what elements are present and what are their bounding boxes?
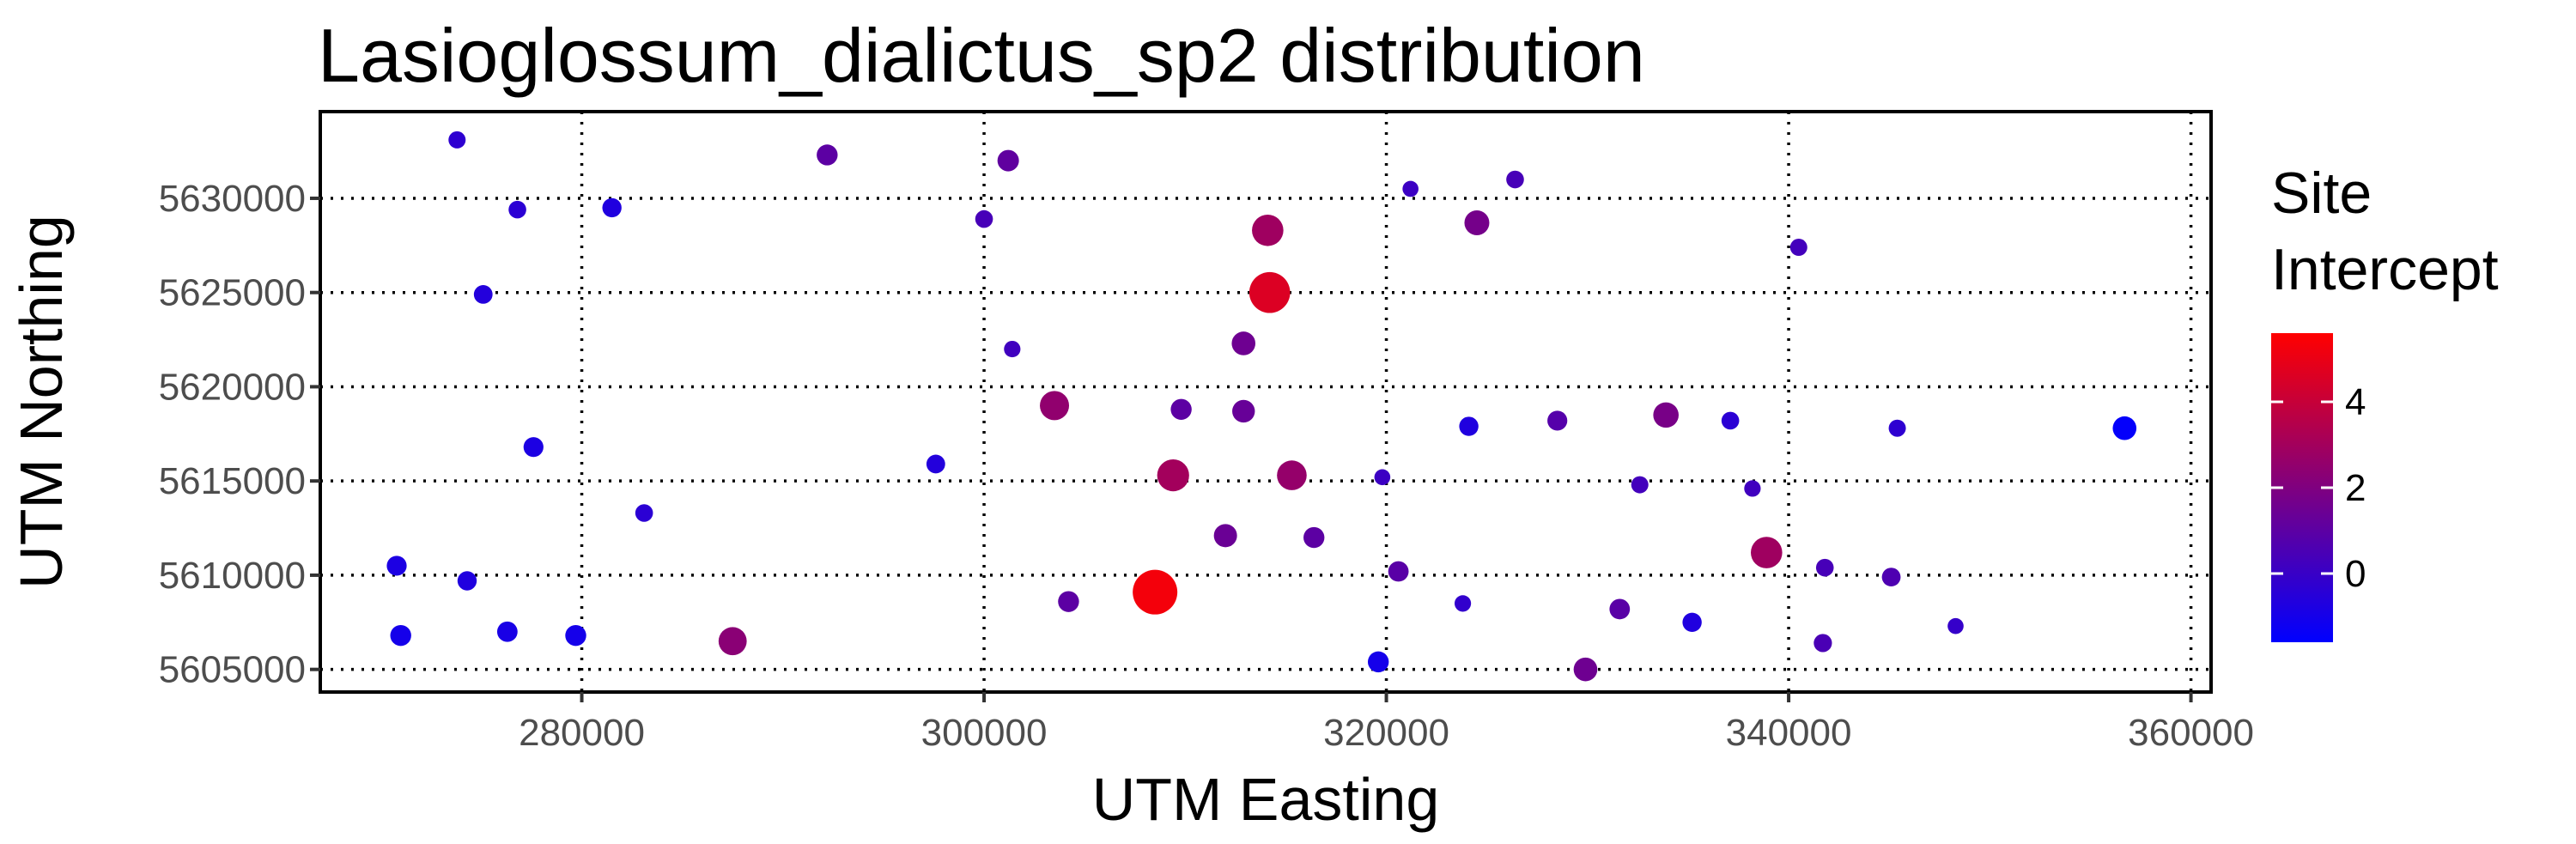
data-point-46 bbox=[565, 624, 586, 647]
data-point-10 bbox=[1789, 239, 1807, 257]
data-point-40 bbox=[1609, 598, 1631, 620]
data-point-44 bbox=[390, 624, 411, 647]
data-point-16 bbox=[1170, 398, 1192, 420]
y-tick-label-4: 5625000 bbox=[159, 272, 306, 314]
data-point-1 bbox=[508, 200, 526, 219]
x-tick-label-2: 320000 bbox=[1323, 712, 1449, 754]
data-point-5 bbox=[975, 209, 993, 228]
legend-tick-label-0: 0 bbox=[2345, 553, 2366, 595]
legend: Site Intercept 0 2 4 bbox=[2271, 161, 2499, 642]
data-point-37 bbox=[1058, 591, 1079, 612]
data-point-27 bbox=[1888, 419, 1906, 437]
data-point-33 bbox=[1303, 526, 1325, 549]
y-axis-title: UTM Northing bbox=[8, 215, 75, 589]
data-point-4 bbox=[997, 149, 1019, 172]
data-point-29 bbox=[635, 504, 653, 522]
data-point-31 bbox=[1744, 480, 1761, 497]
data-point-41 bbox=[1750, 537, 1783, 568]
legend-title-line-2: Intercept bbox=[2271, 237, 2499, 302]
data-point-2 bbox=[602, 197, 622, 218]
y-tick-label-5: 5630000 bbox=[159, 178, 306, 220]
x-axis: 280000 300000 320000 340000 360000 bbox=[519, 692, 2254, 754]
legend-tick-label-1: 2 bbox=[2345, 467, 2366, 509]
data-point-25 bbox=[1653, 402, 1679, 428]
data-point-9 bbox=[1464, 209, 1490, 235]
data-points bbox=[386, 131, 2137, 682]
data-point-42 bbox=[1815, 558, 1834, 577]
data-point-15 bbox=[1040, 391, 1070, 421]
data-point-14 bbox=[1231, 331, 1256, 355]
y-tick-label-3: 5620000 bbox=[159, 366, 306, 408]
data-point-8 bbox=[1506, 170, 1524, 189]
data-point-17 bbox=[1232, 399, 1255, 423]
data-point-0 bbox=[448, 131, 466, 149]
data-point-49 bbox=[1573, 657, 1598, 682]
data-point-21 bbox=[1277, 460, 1307, 490]
legend-title-line-1: Site bbox=[2271, 161, 2372, 226]
x-axis-title: UTM Easting bbox=[1092, 766, 1440, 833]
x-tick-label-0: 280000 bbox=[519, 712, 645, 754]
plot-panel-border bbox=[319, 110, 2213, 694]
data-point-23 bbox=[1459, 416, 1479, 436]
data-point-6 bbox=[1252, 214, 1284, 246]
data-point-28 bbox=[2112, 416, 2137, 440]
x-tick-label-4: 360000 bbox=[2128, 712, 2254, 754]
grid bbox=[320, 112, 2211, 692]
data-point-30 bbox=[1631, 476, 1649, 494]
data-point-47 bbox=[718, 627, 747, 656]
y-tick-label-0: 5605000 bbox=[159, 649, 306, 691]
data-point-19 bbox=[926, 454, 945, 474]
data-point-18 bbox=[523, 437, 544, 458]
data-point-48 bbox=[1367, 651, 1389, 673]
data-point-50 bbox=[1682, 612, 1702, 632]
data-point-35 bbox=[457, 571, 477, 591]
data-point-51 bbox=[1814, 634, 1832, 653]
data-point-26 bbox=[1721, 411, 1740, 430]
data-point-3 bbox=[817, 144, 838, 166]
legend-tick-label-2: 4 bbox=[2345, 381, 2366, 423]
data-point-12 bbox=[1249, 271, 1291, 313]
y-tick-label-2: 5615000 bbox=[159, 460, 306, 502]
data-point-45 bbox=[496, 621, 518, 642]
x-tick-label-1: 300000 bbox=[921, 712, 1048, 754]
data-point-7 bbox=[1402, 180, 1419, 197]
data-point-43 bbox=[1881, 568, 1901, 587]
x-tick-label-3: 340000 bbox=[1726, 712, 1852, 754]
data-point-22 bbox=[1374, 469, 1391, 486]
chart-title: Lasioglossum_dialictus_sp2 distribution bbox=[318, 13, 1645, 98]
data-point-20 bbox=[1157, 458, 1189, 492]
data-point-52 bbox=[1947, 617, 1964, 635]
legend-ticks: 0 2 4 bbox=[2271, 381, 2366, 595]
y-tick-label-1: 5610000 bbox=[159, 555, 306, 597]
data-point-13 bbox=[1004, 340, 1021, 358]
data-point-11 bbox=[473, 284, 493, 304]
data-point-38 bbox=[1388, 561, 1409, 582]
y-axis: 5605000 5610000 5615000 5620000 5625000 56300… bbox=[159, 178, 320, 691]
data-point-39 bbox=[1454, 595, 1472, 612]
data-point-24 bbox=[1547, 410, 1568, 431]
data-point-32 bbox=[1213, 524, 1237, 548]
data-point-34 bbox=[386, 556, 407, 576]
data-point-36 bbox=[1133, 569, 1178, 615]
